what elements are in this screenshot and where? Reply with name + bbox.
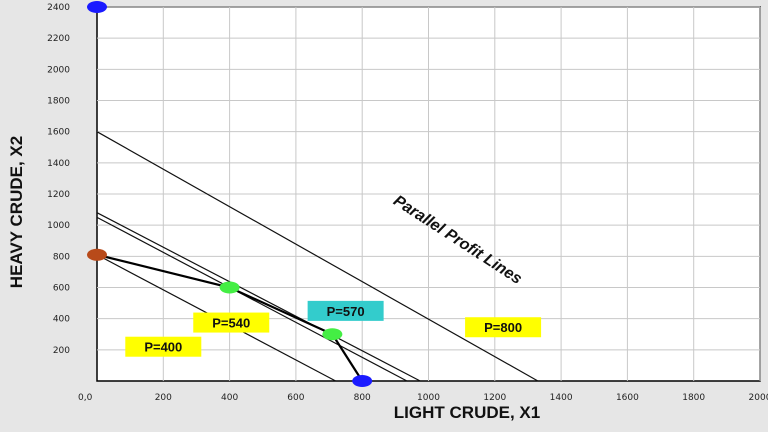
x-tick-label: 1600 bbox=[616, 393, 639, 403]
y-tick-label: 600 bbox=[53, 284, 70, 294]
grid bbox=[97, 6, 761, 381]
y-tick-label: 2000 bbox=[47, 65, 70, 75]
label-box bbox=[307, 300, 384, 321]
y-tick-labels: 200 400 600 800 1000 1200 1400 1600 1800 2000 2200… bbox=[47, 3, 70, 356]
y-tick-label: 2200 bbox=[47, 34, 70, 44]
y-tick-label: 1200 bbox=[47, 190, 70, 200]
data-point bbox=[87, 1, 107, 13]
x-axis-title: LIGHT CRUDE, X1 bbox=[394, 403, 540, 422]
y-axis-title: HEAVY CRUDE, X2 bbox=[7, 136, 26, 288]
y-tick-label: 1000 bbox=[47, 221, 70, 231]
y-tick-label: 800 bbox=[53, 252, 70, 262]
label-text: P=800 bbox=[484, 320, 522, 335]
boundary-line bbox=[96, 253, 364, 382]
data-point bbox=[352, 375, 373, 387]
x-tick-label: 800 bbox=[354, 393, 371, 403]
x-tick-label: 1800 bbox=[682, 393, 705, 403]
y-tick-label: 1400 bbox=[47, 159, 70, 169]
label-box bbox=[193, 312, 270, 333]
x-tick-labels: 200 400 600 800 1000 1200 1400 1600 1800 2000 bbox=[155, 393, 768, 403]
feasible-boundary bbox=[96, 253, 364, 382]
x-tick-label: 1400 bbox=[550, 393, 573, 403]
label-box bbox=[465, 317, 542, 338]
y-tick-label: 1600 bbox=[47, 128, 70, 138]
profit-line bbox=[96, 212, 421, 382]
y-tick-label: 2400 bbox=[47, 3, 70, 13]
data-point bbox=[219, 281, 240, 294]
x-tick-label: 200 bbox=[155, 393, 172, 403]
profit-labels: P=400 P=540 P=570 P=800 bbox=[125, 300, 542, 357]
x-tick-label: 2000 bbox=[749, 393, 768, 403]
x-tick-label: 400 bbox=[221, 393, 238, 403]
profit-line bbox=[96, 216, 408, 382]
label-text: P=400 bbox=[144, 340, 182, 355]
data-points bbox=[87, 1, 373, 387]
x-tick-label: 1000 bbox=[417, 393, 440, 403]
x-tick-label: 1200 bbox=[483, 393, 506, 403]
y-tick-label: 200 bbox=[53, 346, 70, 356]
label-text: P=540 bbox=[212, 316, 250, 331]
data-point bbox=[87, 248, 107, 261]
y-tick-label: 1800 bbox=[47, 97, 70, 107]
origin-label: 0,0 bbox=[78, 393, 93, 403]
label-box bbox=[125, 336, 202, 357]
y-tick-label: 400 bbox=[53, 315, 70, 325]
profit-line bbox=[96, 131, 539, 382]
data-point bbox=[322, 328, 343, 341]
label-text: P=570 bbox=[327, 304, 365, 319]
x-tick-label: 600 bbox=[287, 393, 304, 403]
